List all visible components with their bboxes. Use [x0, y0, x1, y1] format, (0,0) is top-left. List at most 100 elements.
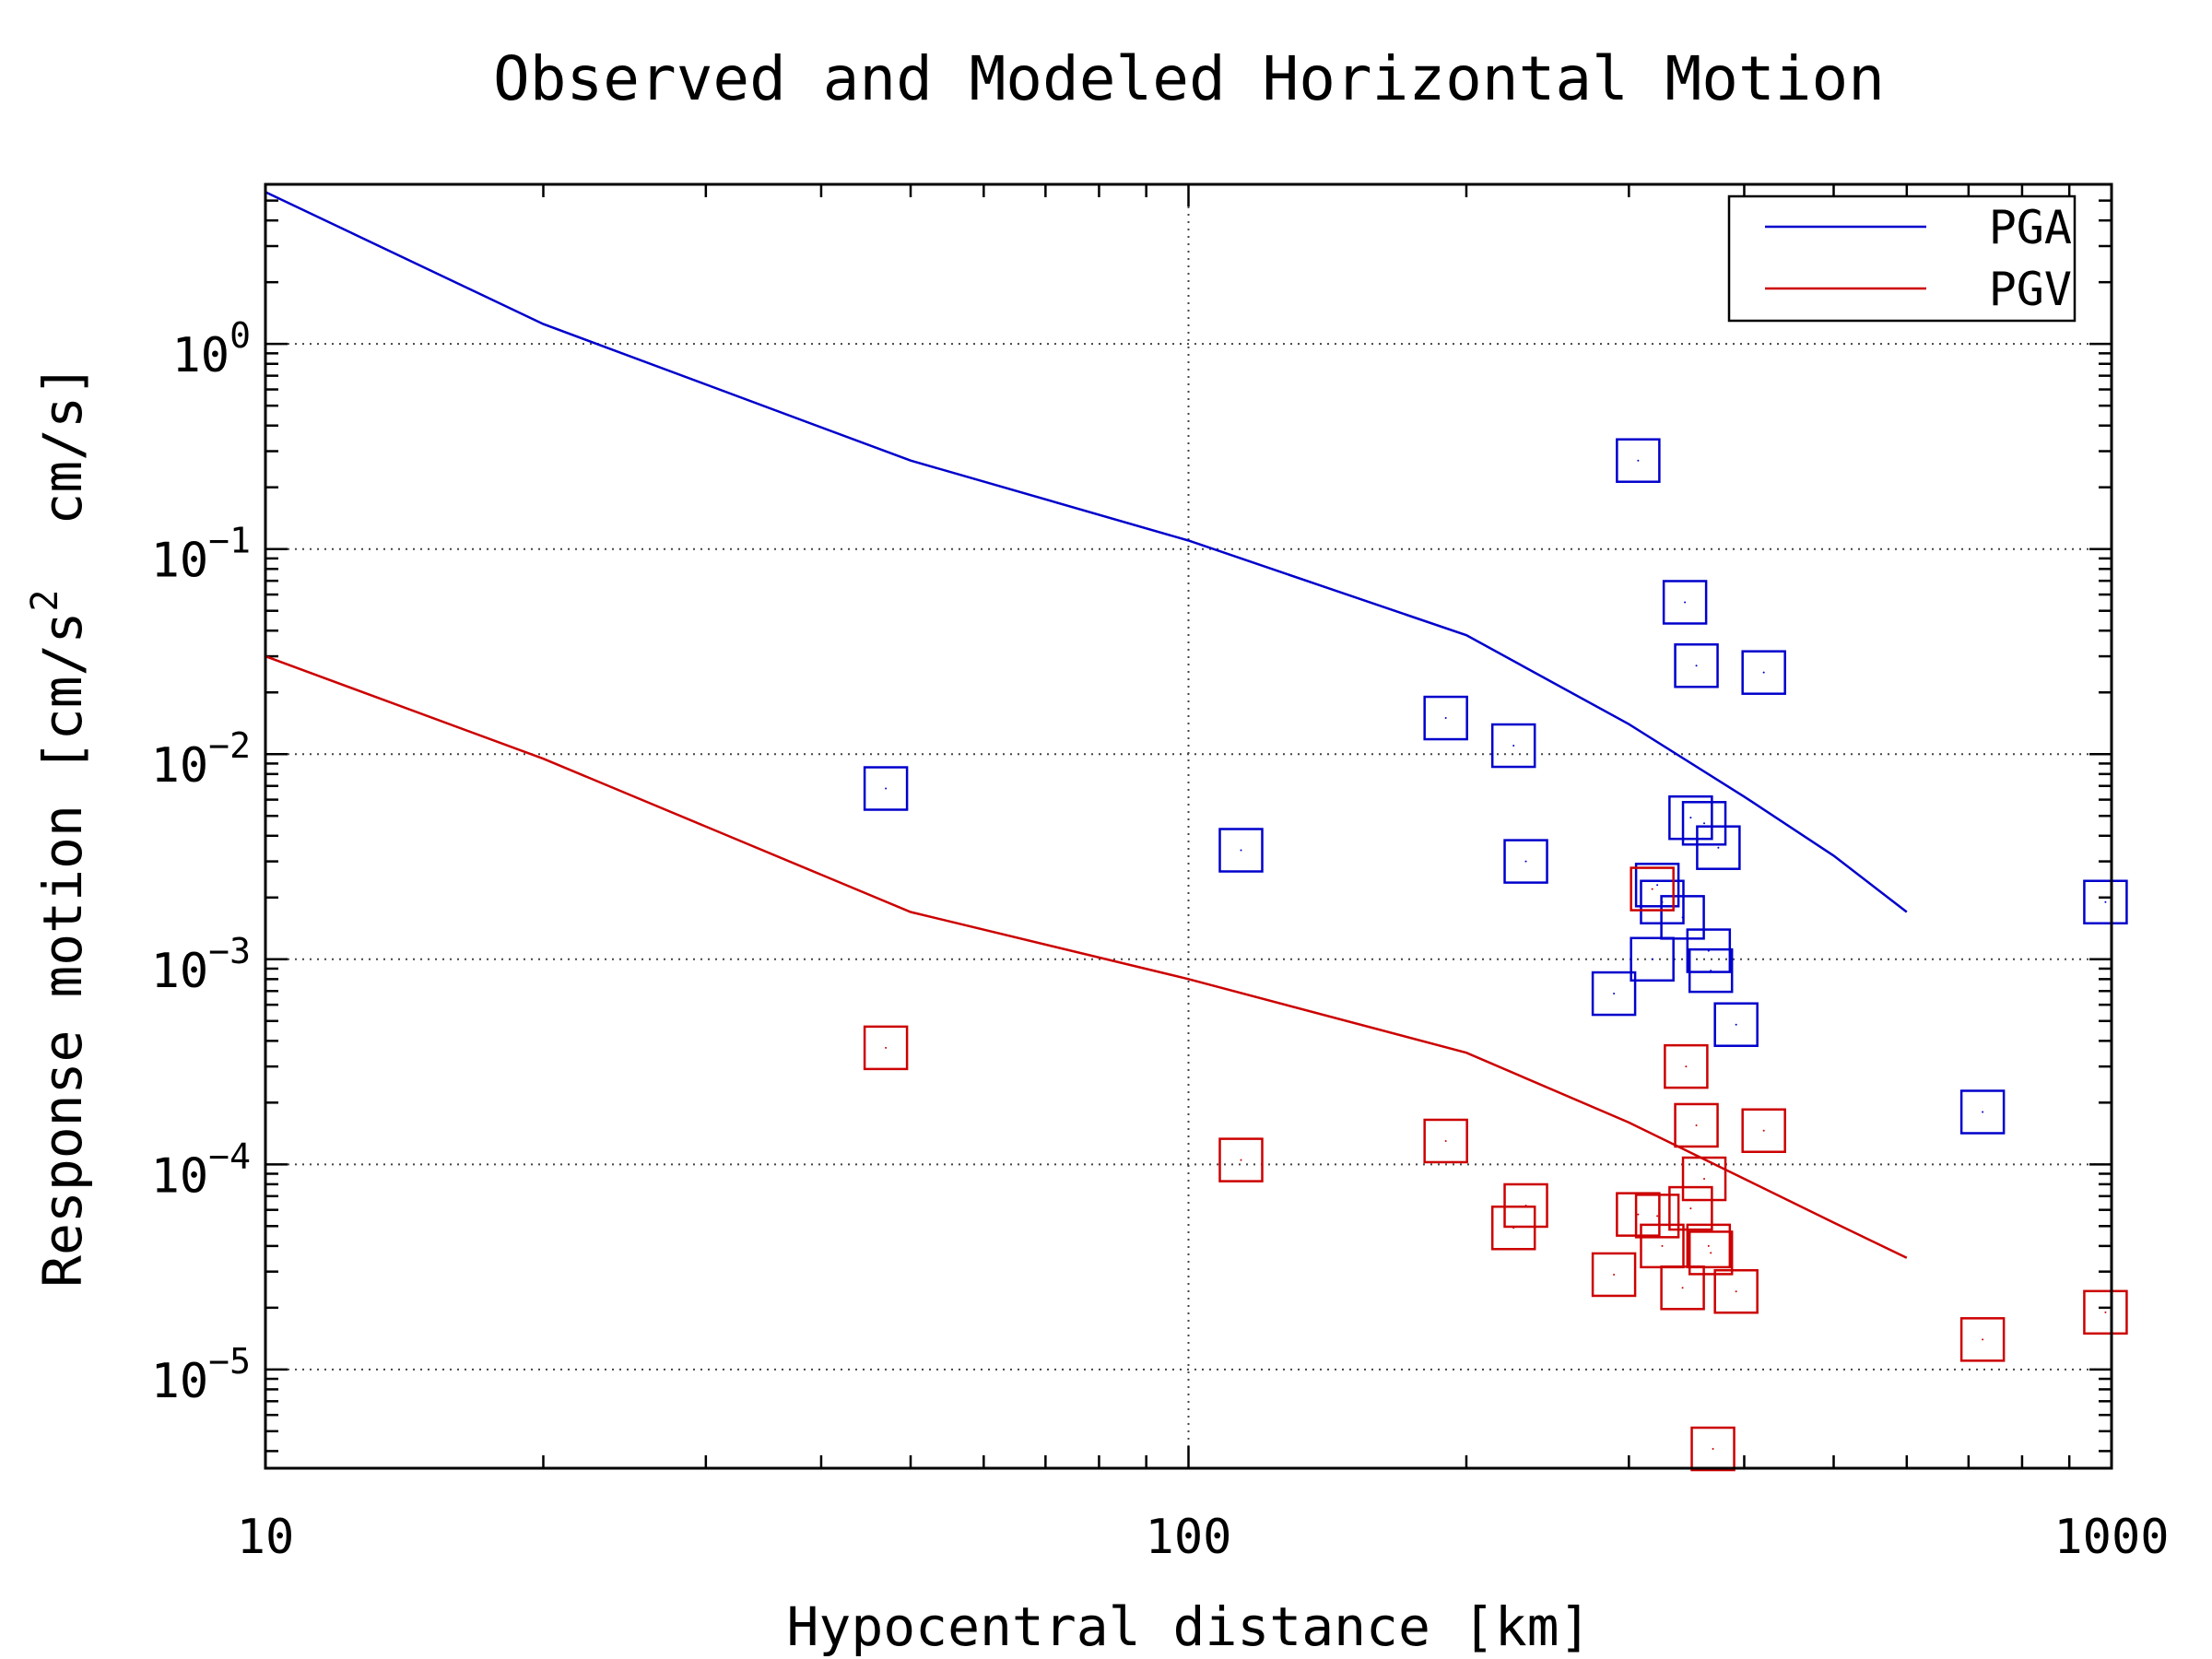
data-point-dot — [1524, 860, 1527, 863]
data-point-dot — [1695, 1124, 1698, 1126]
data-point-dot — [1512, 745, 1515, 747]
data-point-square — [1616, 1192, 1661, 1237]
data-point-dot — [1681, 916, 1684, 919]
data-point-dot — [1240, 1159, 1242, 1161]
data-point-square — [1423, 1118, 1468, 1164]
data-point-dot — [1735, 1023, 1737, 1026]
data-point-dot — [1689, 1207, 1692, 1210]
x-tick-label: 10 — [237, 1510, 295, 1565]
data-point-dot — [1695, 665, 1698, 667]
data-point-square — [1591, 1252, 1637, 1298]
chart-title: Observed and Modeled Horizontal Motion — [493, 43, 1885, 114]
y-axis-label: Response motion [cm/s2 cm/s] — [24, 364, 94, 1288]
data-point-square — [1741, 1108, 1786, 1153]
data-point-square — [863, 1025, 909, 1071]
data-point-dot — [1982, 1338, 1984, 1341]
data-point-dot — [1710, 970, 1712, 972]
data-point-dot — [2104, 900, 2107, 903]
data-point-square — [1423, 695, 1468, 741]
x-tick-labels: 10 100 1000 — [237, 1510, 2170, 1565]
data-point-dot — [1637, 459, 1640, 462]
data-point-dot — [1651, 958, 1653, 960]
data-point-square — [1616, 438, 1661, 483]
data-point-square — [1490, 1206, 1536, 1251]
y-tick-label: 100 — [171, 315, 251, 383]
data-point-square — [1688, 1230, 1734, 1276]
data-point-square — [1674, 1102, 1719, 1148]
data-point-dot — [1707, 1244, 1710, 1247]
data-point-square — [1660, 895, 1705, 940]
data-point-square — [1668, 794, 1713, 841]
data-point-dot — [885, 787, 888, 790]
data-point-square — [1713, 1002, 1759, 1047]
x-axis-label: Hypocentral distance [km] — [787, 1595, 1592, 1658]
data-point-square — [2083, 1289, 2128, 1335]
y-tick-label: 10−2 — [151, 725, 251, 794]
data-point-dot — [1710, 1252, 1712, 1254]
y-axis-label-part2: cm/s] — [31, 364, 94, 589]
data-point-square — [2083, 879, 2128, 924]
data-point-square — [1664, 1043, 1709, 1089]
data-point-square — [1713, 1268, 1759, 1314]
legend-label-pgv: PGV — [1989, 263, 2072, 316]
data-point-dot — [1444, 717, 1447, 720]
data-point-dot — [1684, 601, 1687, 604]
y-tick-label: 10−1 — [151, 521, 251, 589]
data-point-square — [1634, 1194, 1680, 1239]
data-point-dot — [1712, 1448, 1714, 1451]
data-point-square — [1660, 1265, 1705, 1311]
data-point-dot — [1661, 1244, 1664, 1247]
data-point-square — [1696, 825, 1741, 870]
data-point-dot — [2104, 1311, 2107, 1313]
data-point-square — [1686, 1223, 1732, 1269]
data-point-square — [1218, 1137, 1264, 1182]
data-point-square — [1490, 723, 1536, 769]
data-point-square — [863, 766, 909, 811]
data-point-square — [1634, 863, 1680, 908]
data-point-dot — [1982, 1111, 1984, 1113]
data-point-dot — [885, 1046, 888, 1049]
data-point-square — [1668, 1185, 1713, 1231]
data-point-square — [1630, 936, 1675, 982]
data-point-square — [1741, 650, 1786, 695]
data-point-dot — [1703, 1178, 1706, 1181]
data-point-dot — [1685, 1065, 1688, 1068]
y-tick-label: 10−5 — [151, 1341, 251, 1409]
data-point-dot — [1656, 1215, 1659, 1218]
y-tick-labels: 100 10−1 10−2 10−3 10−4 10−5 — [151, 315, 251, 1409]
data-point-square — [1686, 928, 1732, 973]
data-point-dot — [1681, 1287, 1684, 1289]
data-point-square — [1959, 1317, 2006, 1362]
data-point-square — [1662, 580, 1708, 625]
data-point-dot — [1637, 1213, 1640, 1216]
legend: PGA PGV — [1727, 194, 2077, 323]
data-point-square — [1959, 1089, 2006, 1135]
data-point-dot — [1613, 1273, 1616, 1276]
data-point-square — [1674, 642, 1719, 688]
y-axis-label-part1: Response motion [cm/s — [31, 612, 94, 1288]
data-point-dot — [1656, 884, 1659, 887]
y-tick-label: 10−3 — [151, 931, 251, 999]
data-point-square — [1690, 1426, 1735, 1472]
data-point-dot — [1524, 1204, 1527, 1206]
series-line-pga — [265, 191, 1908, 913]
data-point-dot — [1613, 993, 1616, 995]
data-point-square — [1688, 947, 1734, 994]
data-point-square — [1630, 866, 1675, 912]
data-point-dot — [1762, 1129, 1765, 1132]
data-point-square — [1681, 1156, 1727, 1202]
legend-box — [1727, 194, 2077, 323]
legend-label-pga: PGA — [1989, 201, 2072, 254]
data-point-square — [1681, 801, 1727, 846]
series-layer — [265, 191, 2128, 1472]
data-point-dot — [1651, 888, 1653, 890]
minor-ticks — [264, 182, 2112, 1468]
data-point-dot — [1762, 671, 1765, 674]
data-point-square — [1503, 1182, 1548, 1229]
series-line-pgv — [265, 654, 1908, 1259]
data-point-dot — [1717, 846, 1720, 849]
data-point-dot — [1689, 817, 1692, 819]
grid-lines — [265, 184, 2112, 1468]
y-axis-label-superscript: 2 — [24, 590, 66, 612]
